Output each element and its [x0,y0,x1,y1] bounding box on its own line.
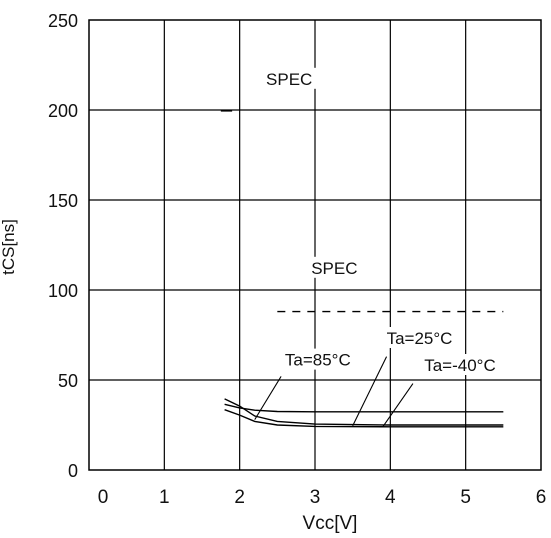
y-tick-label: 0 [68,461,78,481]
annotation-backdrop [420,354,500,375]
x-axis-label: Vcc[V] [303,513,358,534]
x-tick-label: 5 [460,487,471,508]
annotation-backdrop [262,67,317,89]
annotation-label: Ta=85°C [285,351,351,370]
annotation-leader [382,383,414,428]
annotation-leader [254,376,282,420]
x-tick-label: 6 [536,487,547,508]
series-layer [220,110,504,428]
annotation-backdrop [280,348,355,370]
plot-frame [88,19,542,471]
x-tick-label: 1 [159,487,170,508]
annotation-backdrop [382,327,457,348]
annotation-label: Ta=-40°C [424,356,496,375]
y-tick-label: 100 [48,281,78,301]
series-line [224,398,504,426]
annotation-leader [352,356,388,427]
x-tick-label: 3 [310,487,321,508]
y-axis-label: tCS[ns] [0,219,18,275]
y-tick-label: 250 [48,11,78,31]
annotation-backdrop [307,256,362,278]
annotation-layer: SPEC SPEC Ta=85°C Ta=25°C Ta=-40°C [262,67,500,375]
grid [89,20,541,470]
annotation-label: SPEC [311,259,357,278]
x-tick-label: 2 [234,487,245,508]
leader-layer [254,356,414,428]
annotation-label: Ta=25°C [387,329,453,348]
y-tick-label: 150 [48,191,78,211]
x-tick-label: 4 [385,487,396,508]
y-tick-label: 50 [58,371,78,391]
series-line [224,403,504,413]
series-line [224,409,504,428]
tick-layer: 0 1 2 3 4 5 6 0 50 100 150 200 250 [48,11,546,508]
x-tick-label: 0 [98,487,109,508]
annotation-label: SPEC [266,70,312,89]
y-tick-label: 200 [48,101,78,121]
